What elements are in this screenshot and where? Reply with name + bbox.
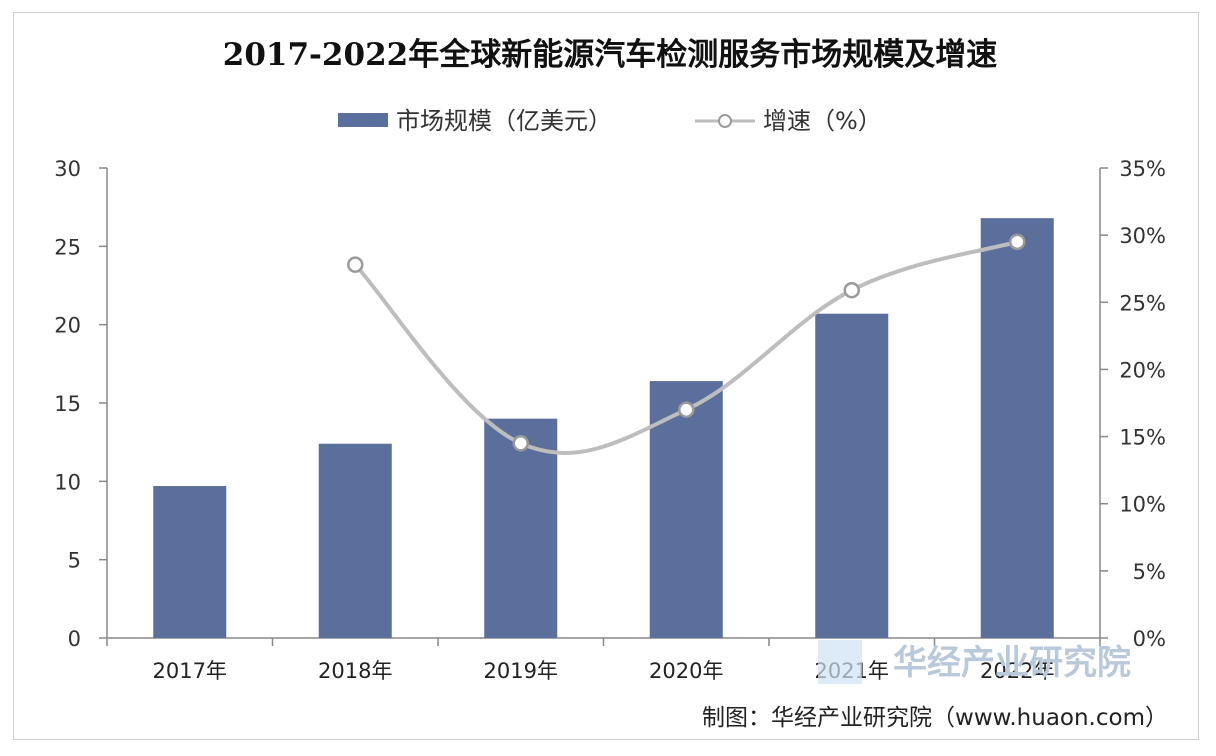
bar-2018年 [318,443,392,638]
x-tick-label: 2019年 [484,659,558,683]
x-tick-label: 2018年 [318,659,392,683]
chart-title: 2017-2022年全球新能源汽车检测服务市场规模及增速 [223,37,997,73]
legend-bar-label: 市场规模（亿美元） [396,107,612,135]
x-tick-label: 2022年 [980,659,1054,683]
bar-2019年 [484,418,558,638]
watermark-text: 华经产业研究院 [893,643,1131,683]
y-right-tick-label: 5% [1133,560,1166,584]
bar-2017年 [153,486,227,638]
y-left-tick-label: 30 [54,157,81,181]
y-left-tick-label: 10 [54,470,81,494]
y-right-tick-label: 35% [1119,157,1166,181]
y-left-tick-label: 15 [54,392,81,416]
axes: 0 5 10 15 20 25 30 0% 5% 10% 15% 20% 25% 30% 35% [54,157,1166,651]
growth-point-2019年 [512,435,529,452]
y-right-tick-label: 20% [1119,358,1166,382]
bar-2021年 [815,313,889,638]
growth-point-2020年 [678,401,695,418]
y-left-tick-label: 25 [54,235,81,259]
line-series [347,233,1026,455]
legend-line-label: 增速（%） [763,107,882,135]
legend: 市场规模（亿美元） 增速（%） [338,107,882,135]
y-right-tick-label: 30% [1119,224,1166,248]
watermark: 华经产业研究院 [818,640,1131,684]
y-left-tick-label: 20 [54,314,81,338]
source-note: 制图：华经产业研究院（www.huaon.com） [702,705,1168,731]
growth-point-2018年 [347,256,364,273]
y-left-tick-label: 0 [68,627,81,651]
legend-line-marker [718,114,732,128]
chart-frame [13,12,1199,740]
bar-series [153,218,1054,638]
y-right-tick-label: 10% [1119,493,1166,517]
y-right-tick-label: 0% [1133,627,1166,651]
growth-point-2022年 [1009,233,1026,251]
watermark-logo [818,640,862,684]
bar-2020年 [649,381,723,638]
x-tick-label: 2017年 [153,659,227,683]
legend-bar-swatch [338,113,388,127]
y-left-tick-label: 5 [68,549,81,573]
growth-point-2021年 [843,281,860,299]
y-right-tick-label: 15% [1119,426,1166,450]
y-right-tick-label: 25% [1119,291,1166,315]
bar-2022年 [980,218,1054,638]
x-tick-label: 2020年 [649,659,723,683]
